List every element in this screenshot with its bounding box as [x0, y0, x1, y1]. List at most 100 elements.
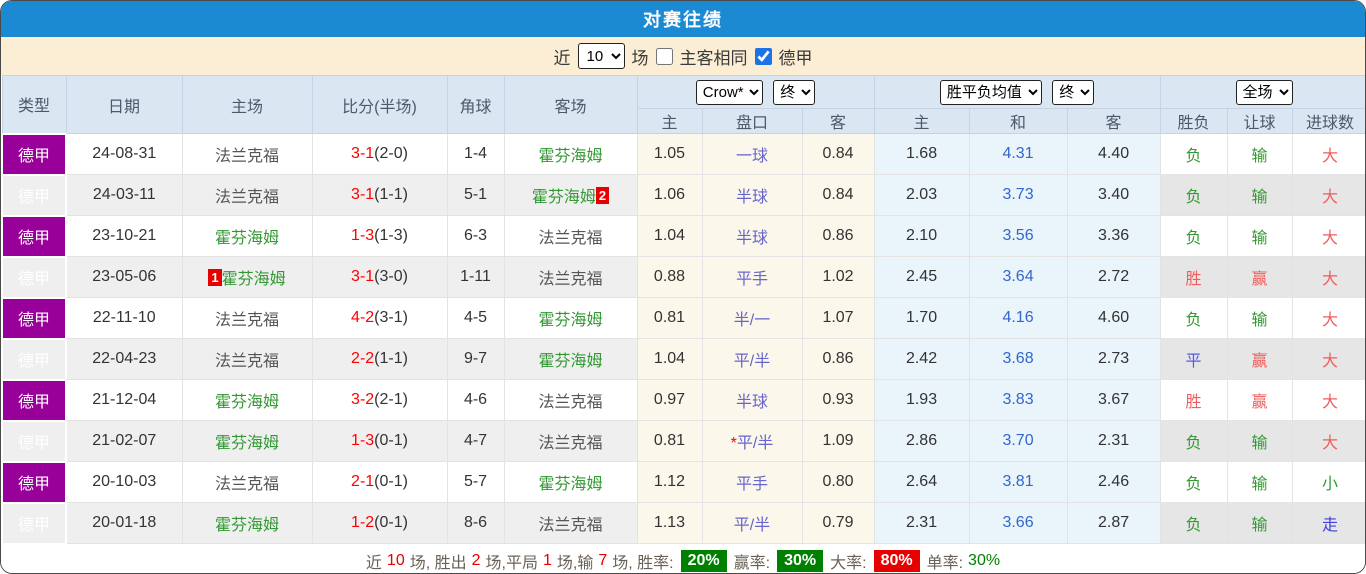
- odds-win-rate-badge: 30%: [777, 550, 824, 572]
- table-row: 德甲 23-05-06 1 霍芬海姆 3-1(3-0) 1-11 法兰克福 0.8…: [1, 255, 1365, 299]
- table-row: 德甲 23-10-21 霍芬海姆 1-3(1-3) 6-3 法兰克福 1.04 …: [1, 214, 1365, 258]
- avg-draw-cell: 4.16: [968, 297, 1068, 339]
- away-team-cell: 霍芬海姆: [503, 338, 638, 380]
- corners-cell: 4-6: [446, 379, 505, 421]
- col-header-avg-draw: 和: [968, 108, 1068, 134]
- avg-draw-cell: 3.66: [968, 502, 1068, 544]
- away-team-cell: 法兰克福: [503, 256, 638, 298]
- score-cell: 3-2(2-1): [311, 379, 448, 421]
- home-rank-badge: 1: [208, 269, 222, 286]
- odds-home-cell: 0.97: [636, 379, 703, 421]
- near-label: 近: [553, 48, 571, 68]
- avg-draw-cell: 3.64: [968, 256, 1068, 298]
- table-row: 德甲 20-10-03 法兰克福 2-1(0-1) 5-7 霍芬海姆 1.12 …: [1, 460, 1365, 504]
- home-team-cell: 法兰克福: [181, 297, 313, 339]
- match-count-select[interactable]: 10: [577, 43, 625, 69]
- home-team-name: 霍芬海姆: [214, 230, 279, 247]
- avg-lose-cell: 4.40: [1066, 133, 1161, 175]
- result-cell: 负: [1159, 297, 1228, 339]
- handicap-line-cell: 半/一: [701, 297, 803, 339]
- away-team-name: 霍芬海姆: [538, 312, 603, 329]
- handicap-result-cell: 赢: [1226, 379, 1293, 421]
- date-cell: 20-10-03: [65, 461, 183, 503]
- away-team-cell: 法兰克福: [503, 215, 638, 257]
- goals-result-cell: 大: [1291, 338, 1365, 380]
- odds-group-header: Crow* 终: [636, 75, 875, 109]
- history-rows: 德甲 24-08-31 法兰克福 3-1(2-0) 1-4 霍芬海姆 1.05 …: [1, 132, 1365, 545]
- avg-time-select[interactable]: 终: [1052, 79, 1095, 105]
- league-filter-checkbox[interactable]: [754, 47, 772, 65]
- summary-text: 近: [365, 555, 382, 572]
- handicap-result-cell: 输: [1226, 461, 1293, 503]
- company-time-select[interactable]: 终: [773, 79, 816, 105]
- handicap-line: 平/半: [736, 435, 774, 452]
- col-header-goals: 进球数: [1291, 108, 1365, 134]
- date-cell: 22-11-10: [65, 297, 183, 339]
- home-team-cell: 法兰克福: [181, 174, 313, 216]
- home-team-name: 法兰克福: [214, 148, 279, 165]
- summary-draws: 1: [542, 552, 552, 569]
- handicap-line-cell: 平/半: [701, 338, 803, 380]
- score-cell: 3-1(1-1): [311, 174, 448, 216]
- corners-cell: 9-7: [446, 338, 505, 380]
- away-team-name: 法兰克福: [538, 435, 603, 452]
- halftime-score: (3-1): [374, 309, 408, 326]
- odds-home-cell: 1.04: [636, 215, 703, 257]
- halftime-score: (2-1): [374, 391, 408, 408]
- date-cell: 23-10-21: [65, 215, 183, 257]
- avg-win-cell: 2.03: [873, 174, 970, 216]
- fulltime-score: 2-2: [351, 350, 375, 367]
- home-team-cell: 霍芬海姆: [181, 215, 313, 257]
- avg-lose-cell: 3.67: [1066, 379, 1161, 421]
- avg-lose-cell: 2.72: [1066, 256, 1161, 298]
- goals-result-cell: 大: [1291, 256, 1365, 298]
- handicap-line: 平手: [735, 476, 768, 493]
- halftime-score: (2-0): [374, 145, 408, 162]
- summary-text: 赢率:: [733, 555, 771, 572]
- handicap-line-cell: 平手: [701, 256, 803, 298]
- home-team-name: 霍芬海姆: [214, 394, 279, 411]
- avg-type-select[interactable]: 胜平负均值: [939, 79, 1042, 105]
- avg-win-cell: 1.93: [873, 379, 970, 421]
- big-rate-badge: 80%: [873, 550, 920, 572]
- away-team-cell: 霍芬海姆: [503, 461, 638, 503]
- table-row: 德甲 24-03-11 法兰克福 3-1(1-1) 5-1 霍芬海姆 2 1.06…: [1, 173, 1365, 217]
- company-select[interactable]: Crow*: [695, 79, 763, 105]
- col-header-avg-home: 主: [873, 108, 970, 134]
- table-row: 德甲 20-01-18 霍芬海姆 1-2(0-1) 8-6 法兰克福 1.13 …: [1, 501, 1365, 545]
- handicap-result-cell: 赢: [1226, 256, 1293, 298]
- away-team-cell: 霍芬海姆: [503, 133, 638, 175]
- summary-text: 单率:: [926, 555, 964, 572]
- goals-result-cell: 大: [1291, 215, 1365, 257]
- odds-home-cell: 1.04: [636, 338, 703, 380]
- handicap-line-cell: 平手: [701, 461, 803, 503]
- period-select[interactable]: 全场: [1235, 79, 1293, 105]
- corners-cell: 4-5: [446, 297, 505, 339]
- filter-bar: 近 10 场 主客相同 德甲: [1, 37, 1365, 75]
- avg-win-cell: 2.10: [873, 215, 970, 257]
- odds-home-cell: 1.12: [636, 461, 703, 503]
- summary-text: 场,平局: [485, 555, 538, 572]
- same-venue-checkbox[interactable]: [655, 47, 673, 65]
- home-team-name: 法兰克福: [214, 353, 279, 370]
- away-team-name: 法兰克福: [538, 230, 603, 247]
- col-header-corners: 角球: [446, 75, 505, 134]
- result-cell: 负: [1159, 461, 1228, 503]
- handicap-line-cell: 一球: [701, 133, 803, 175]
- avg-draw-cell: 4.31: [968, 133, 1068, 175]
- score-cell: 1-3(1-3): [311, 215, 448, 257]
- fulltime-score: 1-3: [351, 227, 375, 244]
- away-team-name: 法兰克福: [538, 271, 603, 288]
- away-team-cell: 霍芬海姆 2: [503, 174, 638, 216]
- handicap-line-cell: 半球: [701, 215, 803, 257]
- score-cell: 1-3(0-1): [311, 420, 448, 462]
- games-label: 场: [631, 48, 649, 68]
- avg-win-cell: 2.31: [873, 502, 970, 544]
- col-header-avg-away: 客: [1066, 108, 1161, 134]
- away-team-name: 霍芬海姆: [531, 189, 596, 206]
- result-cell: 胜: [1159, 256, 1228, 298]
- handicap-line: 半球: [735, 394, 768, 411]
- handicap-star: *: [730, 435, 737, 452]
- handicap-result-cell: 输: [1226, 215, 1293, 257]
- avg-win-cell: 2.86: [873, 420, 970, 462]
